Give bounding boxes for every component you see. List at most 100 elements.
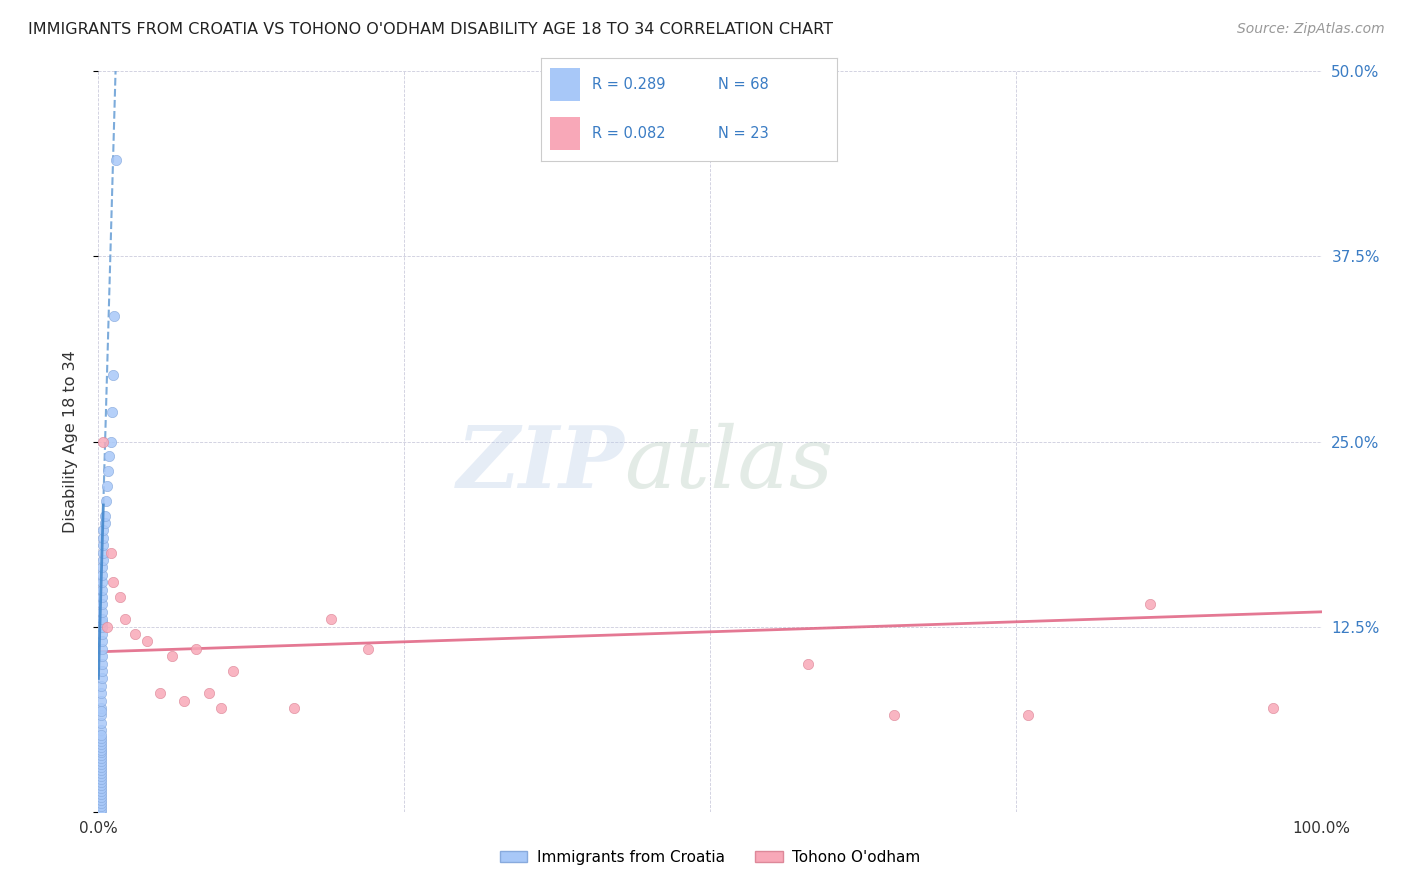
Point xyxy=(91,657,114,671)
Point xyxy=(186,641,208,656)
Point xyxy=(91,634,114,648)
Point xyxy=(90,805,112,819)
Point xyxy=(90,772,112,786)
Point xyxy=(101,405,124,419)
Point xyxy=(91,575,114,590)
Point xyxy=(91,605,114,619)
Point xyxy=(98,450,121,464)
Point xyxy=(136,634,159,648)
Point xyxy=(91,531,114,545)
Text: IMMIGRANTS FROM CROATIA VS TOHONO O'ODHAM DISABILITY AGE 18 TO 34 CORRELATION CH: IMMIGRANTS FROM CROATIA VS TOHONO O'ODHA… xyxy=(28,22,834,37)
Point xyxy=(90,715,112,730)
Point xyxy=(93,516,115,530)
Point xyxy=(91,598,114,612)
Point xyxy=(91,615,114,630)
Point xyxy=(90,760,112,774)
Point xyxy=(110,590,132,604)
Point xyxy=(91,672,114,686)
Point xyxy=(90,733,112,747)
Text: N = 23: N = 23 xyxy=(718,127,769,142)
Point xyxy=(100,546,122,560)
Point xyxy=(90,746,112,760)
Point xyxy=(90,755,112,769)
Point xyxy=(96,479,118,493)
Point xyxy=(90,751,112,765)
Point xyxy=(91,546,114,560)
Point xyxy=(90,787,112,801)
Point xyxy=(90,796,112,810)
Point xyxy=(90,764,112,778)
Point xyxy=(1261,701,1284,715)
Point xyxy=(90,694,112,708)
Point xyxy=(103,309,125,323)
Text: R = 0.289: R = 0.289 xyxy=(592,77,665,92)
Point xyxy=(149,686,172,700)
Point xyxy=(91,434,114,449)
Point xyxy=(90,737,112,751)
Point xyxy=(90,780,112,795)
Point xyxy=(91,560,114,574)
Point xyxy=(91,627,114,641)
Point xyxy=(90,766,112,780)
Point xyxy=(90,784,112,798)
Point xyxy=(90,748,112,763)
Text: Source: ZipAtlas.com: Source: ZipAtlas.com xyxy=(1237,22,1385,37)
Point xyxy=(90,802,112,816)
Point xyxy=(91,612,114,626)
Point xyxy=(90,789,112,804)
Point xyxy=(90,731,112,745)
Point xyxy=(283,701,305,715)
Point xyxy=(197,686,219,700)
Point xyxy=(90,723,112,738)
Point xyxy=(222,664,245,678)
Point xyxy=(160,649,183,664)
Point xyxy=(90,686,112,700)
Text: atlas: atlas xyxy=(624,423,834,505)
Point xyxy=(94,493,117,508)
Point xyxy=(90,742,112,756)
Point xyxy=(104,153,127,168)
Bar xyxy=(550,118,579,150)
Y-axis label: Disability Age 18 to 34: Disability Age 18 to 34 xyxy=(63,351,77,533)
Point xyxy=(209,701,232,715)
Text: N = 68: N = 68 xyxy=(718,77,769,92)
Point xyxy=(101,368,124,382)
Point xyxy=(91,649,114,664)
Point xyxy=(91,524,114,538)
Point xyxy=(90,798,112,813)
Point xyxy=(93,508,115,523)
Point xyxy=(356,641,378,656)
Point xyxy=(90,778,112,792)
Point xyxy=(90,708,112,723)
Point xyxy=(883,708,905,723)
Point xyxy=(173,694,195,708)
Point xyxy=(319,612,342,626)
Point xyxy=(90,769,112,783)
Point xyxy=(91,590,114,604)
Legend: Immigrants from Croatia, Tohono O'odham: Immigrants from Croatia, Tohono O'odham xyxy=(494,844,927,871)
Point xyxy=(91,553,114,567)
Point xyxy=(97,464,120,478)
Point xyxy=(90,793,112,807)
Point xyxy=(90,775,112,789)
Point xyxy=(91,582,114,597)
Text: ZIP: ZIP xyxy=(457,422,624,506)
Point xyxy=(90,701,112,715)
Bar xyxy=(550,69,579,101)
Point xyxy=(124,627,146,641)
Point xyxy=(91,619,114,633)
Point xyxy=(91,567,114,582)
Point xyxy=(91,538,114,552)
Point xyxy=(101,575,124,590)
Point xyxy=(90,704,112,718)
Point xyxy=(1017,708,1039,723)
Point xyxy=(91,641,114,656)
Point xyxy=(91,664,114,678)
Point xyxy=(797,657,820,671)
Point xyxy=(90,679,112,693)
Point xyxy=(114,612,136,626)
Point xyxy=(1139,598,1161,612)
Point xyxy=(90,757,112,772)
Point xyxy=(90,739,112,754)
Point xyxy=(90,728,112,742)
